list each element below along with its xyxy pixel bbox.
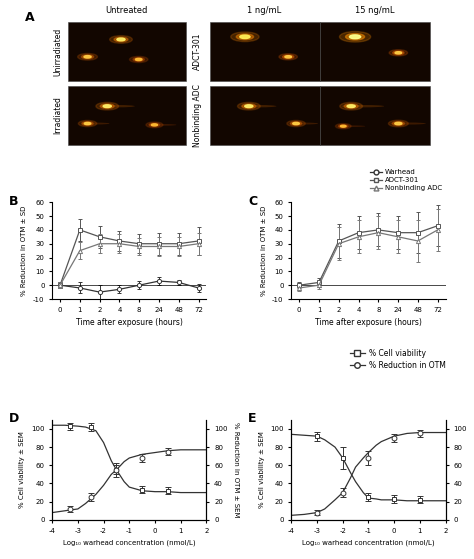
Circle shape [285, 56, 292, 58]
Circle shape [78, 120, 97, 127]
Circle shape [109, 36, 132, 43]
Ellipse shape [290, 122, 318, 125]
Circle shape [347, 105, 355, 107]
Text: A: A [25, 11, 34, 25]
Circle shape [287, 120, 305, 127]
Bar [68, 86, 186, 145]
Text: 15 ng/mL: 15 ng/mL [355, 7, 394, 16]
Circle shape [395, 51, 401, 54]
Text: Unirradiated: Unirradiated [54, 27, 63, 75]
Text: Irradiated: Irradiated [54, 97, 63, 135]
Circle shape [340, 125, 346, 127]
X-axis label: Time after exposure (hours): Time after exposure (hours) [76, 318, 182, 327]
Legend: Warhead, ADCT-301, Nonbinding ADC: Warhead, ADCT-301, Nonbinding ADC [370, 169, 442, 191]
Circle shape [395, 122, 402, 125]
Circle shape [149, 123, 160, 127]
Text: 1 ng/mL: 1 ng/mL [247, 7, 282, 16]
Circle shape [336, 124, 351, 129]
Y-axis label: % Reduction in OTM ± SD: % Reduction in OTM ± SD [21, 206, 27, 296]
Circle shape [388, 120, 408, 127]
Bar [210, 22, 319, 81]
Y-axis label: % Cell viability ± SEM: % Cell viability ± SEM [19, 432, 26, 508]
Ellipse shape [81, 122, 109, 125]
Bar [210, 86, 319, 145]
Text: Untreated: Untreated [106, 7, 148, 16]
Text: B: B [9, 195, 18, 207]
Bar [319, 86, 430, 145]
Circle shape [231, 32, 259, 41]
Circle shape [96, 102, 118, 110]
Text: Nonbinding ADC: Nonbinding ADC [193, 84, 202, 147]
Circle shape [389, 50, 408, 56]
Ellipse shape [337, 125, 365, 127]
Circle shape [84, 122, 91, 125]
Circle shape [338, 125, 348, 128]
Ellipse shape [148, 124, 176, 126]
Bar [319, 22, 430, 81]
Ellipse shape [100, 105, 135, 107]
Y-axis label: % Reduction in OTM ± SEM: % Reduction in OTM ± SEM [233, 422, 239, 518]
Text: ADCT-301: ADCT-301 [193, 33, 202, 70]
Circle shape [291, 122, 301, 125]
Circle shape [293, 122, 300, 125]
Ellipse shape [342, 105, 384, 107]
Circle shape [344, 104, 358, 108]
Bar [68, 22, 186, 81]
Circle shape [100, 104, 114, 108]
Ellipse shape [241, 105, 276, 107]
Circle shape [392, 121, 404, 126]
Text: E: E [248, 412, 256, 425]
Circle shape [136, 58, 142, 60]
Circle shape [129, 56, 148, 63]
Circle shape [151, 124, 157, 126]
Circle shape [245, 105, 253, 107]
Circle shape [340, 102, 363, 110]
Circle shape [78, 54, 98, 60]
Circle shape [117, 38, 125, 41]
Circle shape [103, 105, 111, 107]
Circle shape [82, 122, 93, 125]
Y-axis label: % Cell viability ± SEM: % Cell viability ± SEM [259, 432, 264, 508]
Circle shape [114, 37, 128, 42]
Circle shape [242, 104, 256, 108]
Circle shape [279, 54, 297, 60]
Y-axis label: % Reduction in OTM ± SEM: % Reduction in OTM ± SEM [472, 422, 474, 518]
Circle shape [82, 55, 93, 59]
Circle shape [133, 58, 144, 61]
Circle shape [146, 122, 163, 128]
Circle shape [84, 55, 91, 58]
Text: C: C [248, 195, 257, 207]
X-axis label: Time after exposure (hours): Time after exposure (hours) [315, 318, 422, 327]
Legend: % Cell viability, % Reduction in OTM: % Cell viability, % Reduction in OTM [350, 349, 446, 370]
Circle shape [240, 35, 250, 39]
Circle shape [339, 31, 371, 42]
Circle shape [349, 35, 361, 39]
X-axis label: Log₁₀ warhead concentration (nmol/L): Log₁₀ warhead concentration (nmol/L) [63, 539, 196, 546]
Y-axis label: % Reduction in OTM ± SD: % Reduction in OTM ± SD [261, 206, 266, 296]
Circle shape [237, 102, 260, 110]
Circle shape [393, 51, 404, 55]
Text: D: D [9, 412, 19, 425]
Circle shape [236, 34, 254, 40]
Circle shape [283, 55, 294, 59]
Ellipse shape [391, 122, 426, 125]
X-axis label: Log₁₀ warhead concentration (nmol/L): Log₁₀ warhead concentration (nmol/L) [302, 539, 435, 546]
Circle shape [346, 34, 365, 40]
